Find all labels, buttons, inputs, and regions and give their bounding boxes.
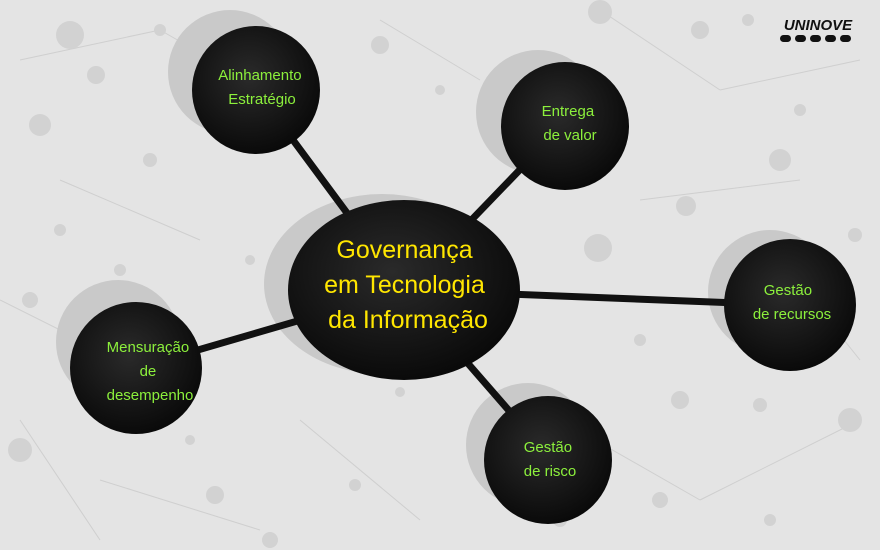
node-risco: Gestão de risco xyxy=(484,396,612,524)
node-mensuracao-line-3: desempenho xyxy=(107,387,194,404)
svg-text:Entrega de valor: Entrega de valor xyxy=(542,103,599,144)
logo-text: UNINOVE xyxy=(784,17,853,34)
node-recursos-line-2: de recursos xyxy=(753,306,831,323)
hub-line-2: em Tecnologia xyxy=(324,271,485,299)
svg-text:Gestão de recursos: Gestão de recursos xyxy=(753,282,831,323)
svg-text:Governança em Tecnologia: Governança em Tecnologia da Informação xyxy=(324,236,492,334)
node-mensuracao: Mensuração de desempenho xyxy=(70,302,202,434)
hub-line-1: Governança xyxy=(336,236,472,264)
node-alinhamento-line-1: Alinhamento xyxy=(218,67,301,84)
node-alinhamento-line-2: Estratégio xyxy=(228,91,296,108)
node-entrega-line-1: Entrega xyxy=(542,103,595,120)
node-risco-line-1: Gestão xyxy=(524,439,572,456)
node-mensuracao-line-2: de xyxy=(140,363,157,380)
svg-text:Mensuração de dese: Mensuração de desempenho xyxy=(107,339,194,404)
svg-text:Gestão de risco: Gestão de risco xyxy=(524,439,577,480)
node-risco-line-2: de risco xyxy=(524,463,577,480)
uninove-logo: UNINOVE xyxy=(780,17,853,42)
node-alinhamento: Alinhamento Estratégio xyxy=(192,26,320,154)
node-entrega: Entrega de valor xyxy=(501,62,629,190)
node-recursos: Gestão de recursos xyxy=(724,239,856,371)
hub-line-3: da Informação xyxy=(328,306,488,334)
node-mensuracao-line-1: Mensuração xyxy=(107,339,190,356)
node-recursos-line-1: Gestão xyxy=(764,282,812,299)
hub-node: Governança em Tecnologia da Informação xyxy=(288,200,520,380)
svg-text:Alinhamento Estratégio: Alinhamento Estratégio xyxy=(218,67,306,108)
node-entrega-line-2: de valor xyxy=(543,127,596,144)
